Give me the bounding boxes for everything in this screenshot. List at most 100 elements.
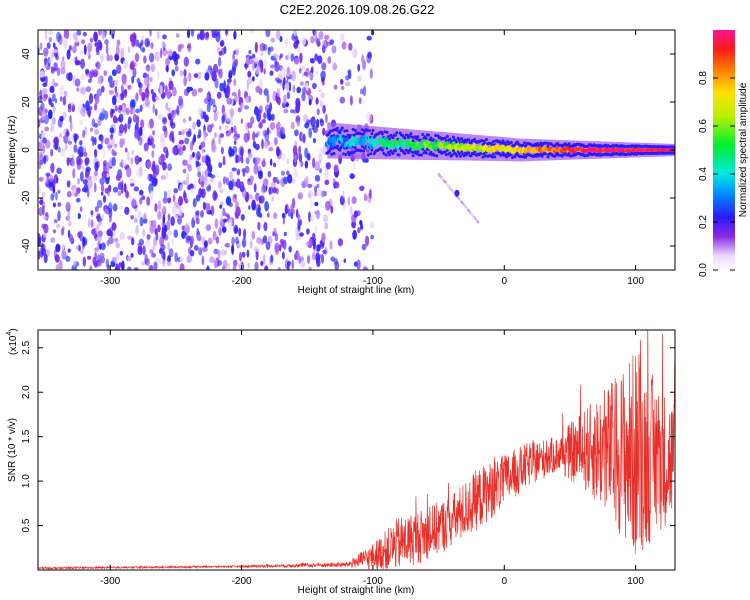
signal-edge [414,135,418,139]
noise-speckle [139,189,144,196]
noise-speckle [149,30,152,37]
y-tick-label: 1.0 [21,474,32,488]
noise-speckle [241,237,247,248]
noise-speckle [255,207,261,217]
noise-speckle [357,75,362,82]
noise-speckle [96,259,102,267]
noise-speckle [236,168,241,176]
noise-speckle [339,32,345,41]
noise-speckle [111,222,117,231]
noise-speckle [150,190,154,201]
noise-speckle [298,153,303,163]
noise-speckle [149,249,154,254]
noise-speckle [172,146,178,156]
x-tick-label: 100 [627,576,644,587]
noise-speckle [286,71,291,77]
noise-speckle [233,224,239,235]
signal-edge [381,132,384,136]
noise-speckle [247,70,252,78]
noise-speckle [110,134,114,140]
noise-speckle [261,119,267,124]
noise-speckle [149,76,153,83]
noise-speckle [233,78,237,87]
noise-speckle [200,210,204,218]
noise-speckle [349,173,355,180]
noise-speckle [67,72,73,82]
noise-speckle [90,219,94,229]
noise-speckle [121,73,127,85]
noise-speckle [265,30,271,38]
noise-speckle [126,189,129,199]
signal-edge [540,154,544,158]
noise-speckle [134,155,140,165]
noise-speckle [98,107,104,113]
noise-speckle [321,232,326,243]
noise-speckle [228,202,233,208]
noise-speckle [181,129,185,136]
noise-speckle [264,265,269,270]
noise-speckle [38,206,43,217]
noise-speckle [55,191,58,201]
noise-speckle [295,104,300,114]
noise-speckle [226,97,232,105]
noise-speckle [225,114,230,122]
noise-speckle [304,160,309,169]
noise-speckle [123,183,127,193]
noise-speckle [240,147,244,159]
noise-speckle [213,63,218,74]
noise-speckle [154,203,158,213]
noise-speckle [94,206,99,213]
signal-halo [384,127,388,160]
noise-speckle [198,188,202,197]
noise-speckle [51,93,56,102]
noise-speckle [49,57,53,64]
noise-speckle [127,116,132,124]
noise-speckle [115,242,120,249]
noise-speckle [113,143,118,148]
noise-speckle [78,146,84,155]
noise-speckle [152,245,156,252]
noise-speckle [111,156,116,167]
noise-speckle [63,30,70,40]
noise-speckle [162,162,167,171]
noise-speckle [312,137,317,144]
noise-speckle [76,155,82,166]
noise-speckle [90,210,94,215]
snr-panel: -300 -200 -100 0 100 0.5 1.0 1.5 2.0 2.5 Height o… [6,328,676,596]
noise-speckle [148,140,153,146]
noise-speckle [108,226,114,236]
noise-speckle [111,69,117,77]
noise-speckle [145,239,150,247]
noise-speckle [179,209,183,217]
signal-edge [369,152,373,156]
noise-speckle [306,228,310,235]
svg-text:(x104): (x104) [6,328,19,355]
noise-speckle [235,206,241,217]
signal-edge [509,141,513,144]
noise-speckle [364,235,370,247]
signal-edge [506,140,510,144]
noise-speckle [234,153,238,164]
noise-speckle [230,255,235,262]
noise-speckle [244,165,250,174]
signal-halo [435,131,438,160]
noise-speckle [233,140,237,145]
noise-speckle [182,159,188,166]
noise-speckle [266,127,270,135]
noise-speckle [347,196,351,206]
noise-speckle [352,229,357,240]
signal-edge [433,153,436,157]
noise-speckle [118,262,122,267]
noise-speckle [173,229,179,238]
noise-speckle [91,137,95,147]
noise-speckle [76,177,81,185]
colorbar-tick-label: 0.2 [698,215,709,229]
noise-speckle [72,168,76,179]
noise-speckle [49,174,54,182]
noise-speckle [56,167,62,175]
noise-speckle [66,180,71,188]
noise-speckle [359,185,365,191]
noise-speckle [257,221,261,231]
signal-edge [545,141,549,145]
noise-speckle [137,242,142,249]
